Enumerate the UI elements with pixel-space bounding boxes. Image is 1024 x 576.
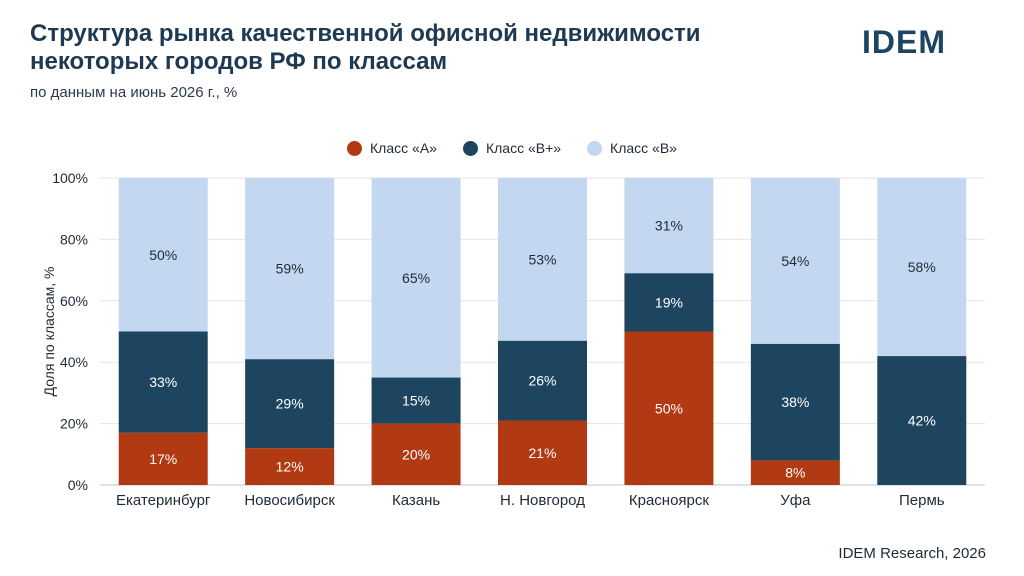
x-tick-label: Казань bbox=[392, 492, 440, 509]
legend-item-class-a: Класс «А» bbox=[347, 140, 437, 156]
data-label: 17% bbox=[149, 451, 177, 467]
data-label: 33% bbox=[149, 374, 177, 390]
bar-segment bbox=[498, 178, 587, 341]
bar-segment bbox=[245, 448, 335, 485]
x-tick-label: Уфа bbox=[780, 492, 811, 509]
legend-swatch-class-a bbox=[347, 140, 363, 156]
chart-subtitle: по данным на июнь 2026 г., % bbox=[30, 84, 238, 101]
data-label: 8% bbox=[785, 465, 805, 481]
y-tick-label: 60% bbox=[60, 293, 88, 309]
data-label: 59% bbox=[276, 261, 304, 277]
legend-swatch-class-bplus bbox=[462, 140, 478, 156]
legend-item-class-b: Класс «В» bbox=[587, 140, 677, 156]
data-label: 53% bbox=[528, 251, 556, 267]
data-label: 15% bbox=[402, 393, 430, 409]
source-note: IDEM Research, 2026 bbox=[838, 545, 986, 562]
legend-label-class-a: Класс «А» bbox=[370, 140, 437, 156]
bar-segment bbox=[750, 343, 840, 461]
y-tick-label: 40% bbox=[60, 354, 88, 370]
y-axis-label: Доля по классам, % bbox=[41, 267, 57, 397]
bar-segment bbox=[118, 331, 208, 433]
chart-title: Структура рынка качественной офисной нед… bbox=[30, 20, 701, 75]
bar-segment bbox=[245, 178, 335, 360]
data-label: 42% bbox=[908, 413, 936, 429]
bar-segment bbox=[371, 423, 461, 485]
data-label: 12% bbox=[276, 459, 304, 475]
x-tick-label: Красноярск bbox=[629, 492, 710, 509]
data-label: 65% bbox=[402, 270, 430, 286]
data-label: 50% bbox=[149, 247, 177, 263]
data-label: 26% bbox=[528, 373, 556, 389]
data-label: 21% bbox=[528, 445, 556, 461]
x-tick-label: Пермь bbox=[899, 492, 945, 509]
bar-segment bbox=[624, 273, 714, 332]
bar-segment bbox=[498, 420, 587, 485]
bar-segment bbox=[624, 178, 714, 274]
y-tick-label: 20% bbox=[60, 416, 88, 432]
legend-label-class-b: Класс «В» bbox=[610, 140, 677, 156]
data-label: 31% bbox=[655, 218, 683, 234]
legend-swatch-class-b bbox=[587, 140, 603, 156]
bar-segment bbox=[371, 178, 461, 378]
data-label: 58% bbox=[908, 259, 936, 275]
bar-segment bbox=[750, 460, 840, 485]
idem-logo: IDEM bbox=[862, 24, 946, 60]
x-tick-label: Екатеринбург bbox=[116, 492, 211, 509]
data-label: 38% bbox=[781, 394, 809, 410]
data-label: 50% bbox=[655, 400, 683, 416]
bar-segment bbox=[624, 331, 714, 485]
legend-item-class-bplus: Класс «В+» bbox=[462, 140, 562, 156]
bar-segment bbox=[118, 432, 208, 485]
data-label: 20% bbox=[402, 446, 430, 462]
bar-segment bbox=[245, 359, 335, 449]
bar-segment bbox=[371, 377, 461, 424]
bar-segment bbox=[750, 178, 840, 344]
bar-segment bbox=[877, 356, 967, 485]
bar-segment bbox=[877, 178, 967, 357]
data-label: 29% bbox=[276, 396, 304, 412]
legend-label-class-bplus: Класс «В+» bbox=[485, 140, 562, 156]
data-label: 19% bbox=[655, 294, 683, 310]
y-tick-label: 80% bbox=[60, 231, 88, 247]
bar-segment bbox=[498, 340, 587, 421]
y-tick-label: 100% bbox=[52, 170, 88, 186]
y-tick-label: 0% bbox=[68, 477, 88, 493]
bar-segment bbox=[118, 178, 208, 332]
data-label: 54% bbox=[781, 253, 809, 269]
x-tick-label: Н. Новгород bbox=[500, 492, 585, 509]
x-tick-label: Новосибирск bbox=[244, 492, 335, 509]
chart-legend: Класс «А» Класс «В+» Класс «В» bbox=[0, 140, 1024, 156]
